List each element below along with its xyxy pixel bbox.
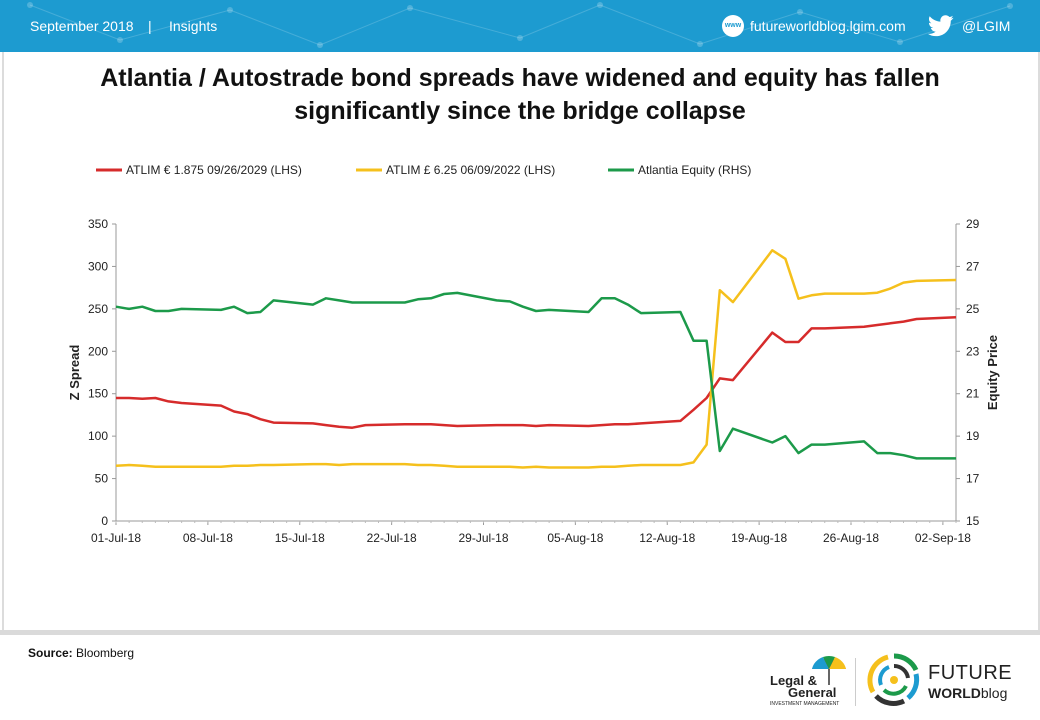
y-left-tick-label: 150	[88, 387, 108, 401]
y-right-tick-label: 21	[966, 387, 980, 401]
title-line-1: Atlantia / Autostrade bond spreads have …	[100, 64, 940, 92]
y-right-tick-label: 29	[966, 217, 980, 231]
source-value: Bloomberg	[76, 646, 135, 660]
x-tick-label: 22-Jul-18	[367, 531, 417, 545]
y-right-tick-label: 19	[966, 429, 980, 443]
network-pattern-decoration	[27, 2, 1013, 48]
future-world-logo-icon[interactable]	[866, 652, 922, 708]
fw-text-blog: blog	[980, 685, 1008, 701]
logo-separator	[855, 658, 856, 706]
x-tick-label: 29-Jul-18	[458, 531, 508, 545]
header-twitter-handle[interactable]: @LGIM	[962, 18, 1011, 34]
header-bar: September 2018 | Insights www futureworl…	[0, 0, 1040, 52]
y-right-tick-label: 15	[966, 514, 980, 528]
lg-text-1: Legal &	[770, 673, 817, 688]
series-line-2	[115, 249, 957, 469]
y-left-tick-label: 100	[88, 429, 108, 443]
header-website-link[interactable]: futureworldblog.lgim.com	[750, 18, 906, 34]
legend-label-2: ATLIM £ 6.25 06/09/2022 (LHS)	[386, 163, 555, 177]
x-tick-label: 12-Aug-18	[639, 531, 695, 545]
x-tick-label: 05-Aug-18	[547, 531, 603, 545]
header-separator: |	[148, 18, 152, 34]
y-right-tick-label: 17	[966, 472, 980, 486]
fw-text-world: WORLD	[928, 685, 981, 701]
x-tick-label: 08-Jul-18	[183, 531, 233, 545]
content-frame	[2, 52, 1040, 630]
y-right-tick-label: 27	[966, 259, 980, 273]
twitter-icon[interactable]	[928, 15, 954, 37]
source-label: Source:	[28, 646, 73, 660]
y-left-tick-label: 50	[95, 472, 109, 486]
legend-label-1: ATLIM € 1.875 09/26/2029 (LHS)	[126, 163, 302, 177]
title-line-2: significantly since the bridge collapse	[294, 97, 746, 125]
y-right-tick-label: 25	[966, 302, 980, 316]
y-left-tick-label: 250	[88, 302, 108, 316]
fw-text-worldblog: WORLDblog	[928, 685, 1007, 701]
y-left-tick-label: 200	[88, 344, 108, 358]
y-right-tick-label: 23	[966, 344, 980, 358]
y-left-axis-title: Z Spread	[67, 345, 82, 401]
fw-text-future: FUTURE	[928, 662, 1013, 684]
globe-icon: www	[722, 15, 744, 37]
header-date: September 2018	[30, 18, 134, 34]
chart-svg: ATLIM € 1.875 09/26/2029 (LHS) ATLIM £ 6.…	[67, 163, 1000, 545]
lg-text-2: General	[788, 685, 836, 700]
x-tick-label: 19-Aug-18	[731, 531, 787, 545]
series-line-3	[115, 291, 956, 460]
y-left-tick-label: 0	[101, 514, 108, 528]
source-note: Source: Bloomberg	[28, 646, 134, 660]
x-tick-label: 26-Aug-18	[823, 531, 879, 545]
y-left-tick-label: 350	[88, 217, 108, 231]
y-right-axis-title: Equity Price	[985, 335, 1000, 410]
x-tick-label: 01-Jul-18	[91, 531, 141, 545]
series-line-1	[116, 316, 957, 429]
header-section-link[interactable]: Insights	[169, 18, 218, 34]
lg-text-3: INVESTMENT MANAGEMENT	[770, 701, 839, 707]
legal-general-logo[interactable]: Legal & General INVESTMENT MANAGEMENT	[768, 655, 848, 707]
y-left-tick-label: 300	[88, 259, 108, 273]
legend-label-3: Atlantia Equity (RHS)	[638, 163, 751, 177]
x-tick-label: 15-Jul-18	[275, 531, 325, 545]
page-title: Atlantia / Autostrade bond spreads have …	[0, 62, 1040, 128]
footer-divider	[0, 630, 1040, 635]
x-tick-label: 02-Sep-18	[915, 531, 971, 545]
